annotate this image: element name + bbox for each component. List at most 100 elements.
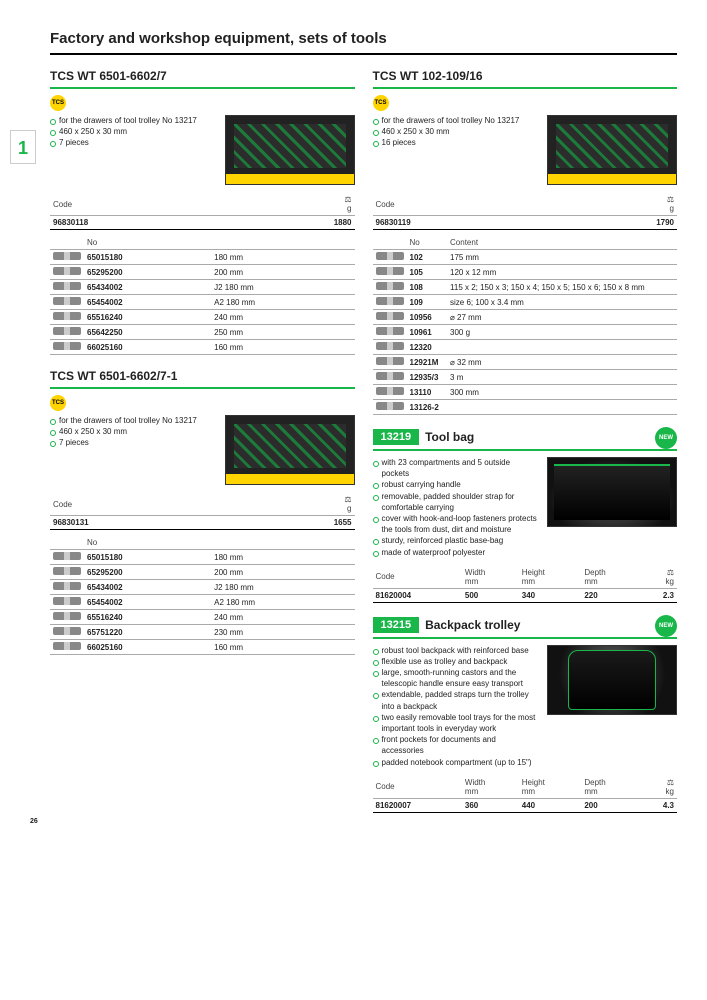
tcs-badge-icon: TCS <box>50 95 66 111</box>
item-spec: 160 mm <box>211 640 354 655</box>
product-image <box>547 645 677 715</box>
table-row: 10956⌀ 27 mm <box>373 310 678 325</box>
th-code: Code <box>373 776 462 799</box>
table-row: 65015180180 mm <box>50 550 355 565</box>
tool-icon <box>373 400 407 415</box>
item-spec: ⌀ 27 mm <box>447 310 677 325</box>
item-no: 13110 <box>407 385 448 400</box>
feature-item: robust tool backpack with reinforced bas… <box>373 645 540 656</box>
depth-value: 220 <box>581 588 640 602</box>
th-content: Content <box>447 236 677 250</box>
sku-badge: 13215 <box>373 617 420 633</box>
th-weight: ⚖g <box>565 193 677 216</box>
table-row: 65295200200 mm <box>50 565 355 580</box>
section-number-tab: 1 <box>10 130 36 164</box>
item-spec: 240 mm <box>211 310 354 325</box>
table-row: 66025160160 mm <box>50 340 355 355</box>
tool-icon <box>373 370 407 385</box>
feature-item: for the drawers of tool trolley No 13217 <box>50 115 217 126</box>
product-title: 13219 Tool bag NEW <box>373 429 678 451</box>
table-row: 65434002J2 180 mm <box>50 580 355 595</box>
contents-table: No Content 102175 mm105120 x 12 mm108115… <box>373 236 678 415</box>
feature-item: extendable, padded straps turn the troll… <box>373 689 540 711</box>
item-no: 12935/3 <box>407 370 448 385</box>
scale-icon: ⚖ <box>344 195 351 204</box>
tool-icon <box>373 250 407 265</box>
feature-item: 7 pieces <box>50 137 217 148</box>
feature-item: 460 x 250 x 30 mm <box>50 426 217 437</box>
item-spec: 115 x 2; 150 x 3; 150 x 4; 150 x 5; 150 … <box>447 280 677 295</box>
product-image <box>225 115 355 185</box>
item-no: 66025160 <box>84 340 211 355</box>
code-value: 81620004 <box>373 588 462 602</box>
item-spec: 180 mm <box>211 250 354 265</box>
tool-icon <box>50 250 84 265</box>
product-block: 13215 Backpack trolley NEW robust tool b… <box>373 617 678 813</box>
th-code: Code <box>50 193 243 216</box>
tool-icon <box>373 385 407 400</box>
item-spec: 180 mm <box>211 550 354 565</box>
scale-icon: ⚖ <box>667 778 674 787</box>
item-no: 65015180 <box>84 250 211 265</box>
code-value: 96830131 <box>50 516 244 530</box>
feature-list: robust tool backpack with reinforced bas… <box>373 645 540 768</box>
tool-icon <box>50 580 84 595</box>
item-no: 65295200 <box>84 565 211 580</box>
item-no: 105 <box>407 265 448 280</box>
tool-icon <box>50 625 84 640</box>
th-height: Heightmm <box>519 776 582 799</box>
item-no: 109 <box>407 295 448 310</box>
depth-value: 200 <box>581 798 640 812</box>
item-spec <box>447 340 677 355</box>
code-value: 96830118 <box>50 216 243 230</box>
th-height: Heightmm <box>519 566 582 589</box>
weight-value: 1880 <box>243 216 355 230</box>
th-code: Code <box>50 493 244 516</box>
item-no: 65516240 <box>84 310 211 325</box>
item-no: 10956 <box>407 310 448 325</box>
item-no: 65642250 <box>84 325 211 340</box>
feature-item: 460 x 250 x 30 mm <box>50 126 217 137</box>
th-weight: ⚖g <box>244 493 355 516</box>
th-no: No <box>407 236 448 250</box>
new-badge-icon: NEW <box>655 615 677 637</box>
code-weight-table: Code ⚖g 96830119 1790 <box>373 193 678 230</box>
product-image <box>547 457 677 527</box>
table-row: 102175 mm <box>373 250 678 265</box>
weight-value: 4.3 <box>640 798 677 812</box>
item-spec: 250 mm <box>211 325 354 340</box>
item-no: 13126-2 <box>407 400 448 415</box>
tool-icon <box>50 340 84 355</box>
item-spec: A2 180 mm <box>211 595 354 610</box>
item-no: 65015180 <box>84 550 211 565</box>
feature-list: for the drawers of tool trolley No 13217… <box>50 115 217 185</box>
product-block: TCS WT 6501-6602/7-1 TCS for the drawers… <box>50 369 355 655</box>
table-row: 65295200200 mm <box>50 265 355 280</box>
product-image <box>225 415 355 485</box>
item-no: 12320 <box>407 340 448 355</box>
item-spec: 240 mm <box>211 610 354 625</box>
table-row: 65434002J2 180 mm <box>50 280 355 295</box>
item-no: 65295200 <box>84 265 211 280</box>
sku-badge: 13219 <box>373 429 420 445</box>
feature-item: for the drawers of tool trolley No 13217 <box>373 115 540 126</box>
page-number: 26 <box>30 818 38 825</box>
item-spec: 200 mm <box>211 265 354 280</box>
table-row: 65516240240 mm <box>50 310 355 325</box>
product-title: TCS WT 102-109/16 <box>373 69 678 89</box>
tool-icon <box>50 610 84 625</box>
item-no: 65434002 <box>84 280 211 295</box>
product-block: TCS WT 102-109/16 TCS for the drawers of… <box>373 69 678 415</box>
height-value: 440 <box>519 798 582 812</box>
feature-item: sturdy, reinforced plastic base-bag <box>373 535 540 546</box>
feature-item: robust carrying handle <box>373 479 540 490</box>
item-no: 102 <box>407 250 448 265</box>
item-spec <box>447 400 677 415</box>
tool-icon <box>50 595 84 610</box>
table-row: 13110300 mm <box>373 385 678 400</box>
dimensions-table: Code Widthmm Heightmm Depthmm ⚖kg 816200… <box>373 776 678 813</box>
th-no: No <box>84 236 211 250</box>
tool-icon <box>50 565 84 580</box>
item-spec: J2 180 mm <box>211 280 354 295</box>
item-no: 65434002 <box>84 580 211 595</box>
